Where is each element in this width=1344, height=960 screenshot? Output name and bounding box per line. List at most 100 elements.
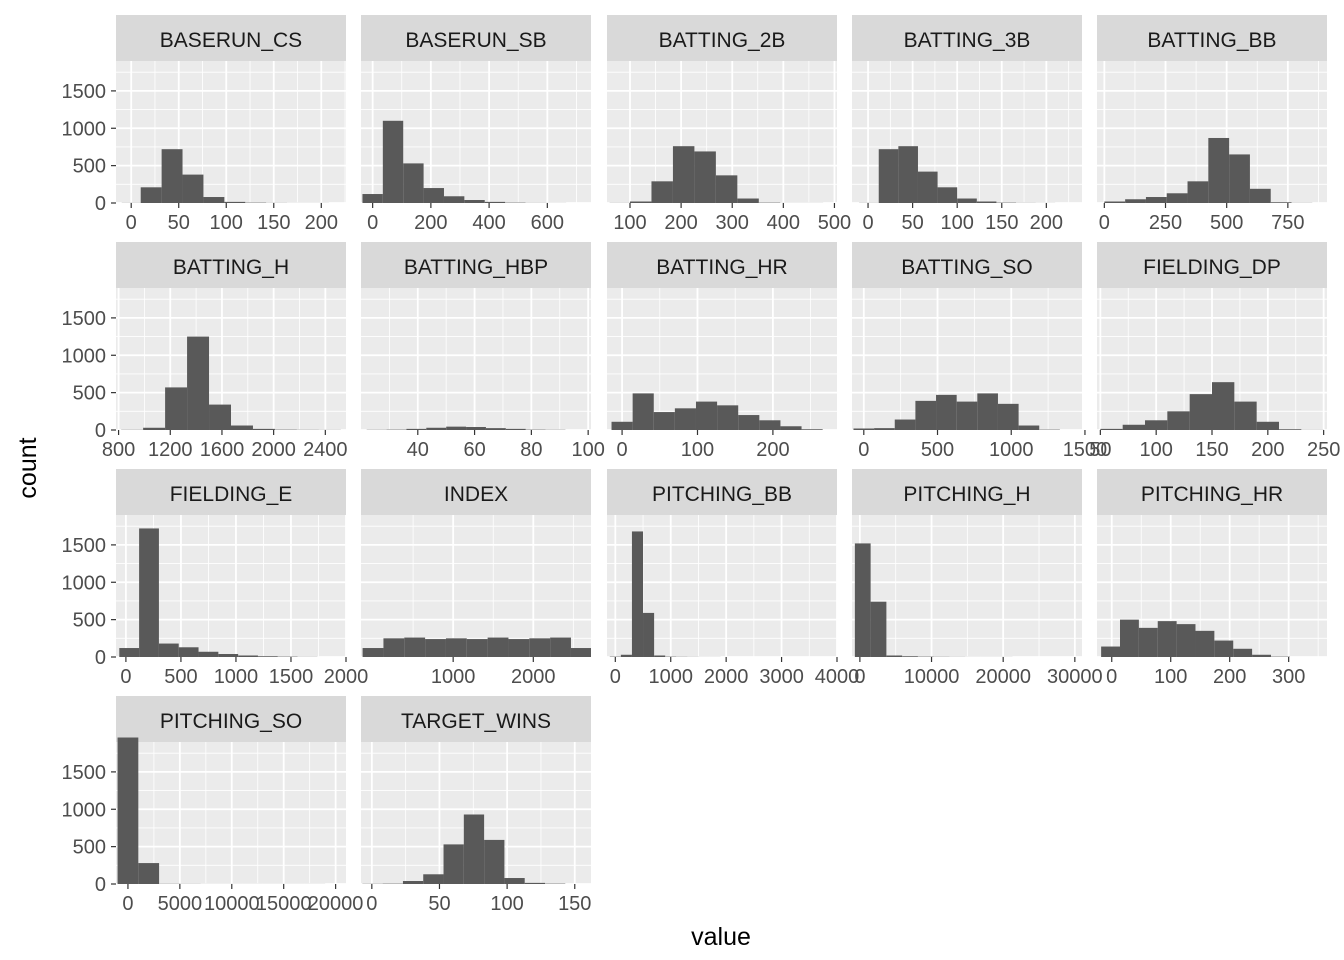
histogram-bar (1212, 382, 1235, 430)
histogram-bar (406, 428, 427, 430)
x-tick-label: 750 (1271, 212, 1304, 234)
histogram-bar (1145, 420, 1168, 430)
histogram-bar (674, 408, 696, 430)
histogram-bar (423, 874, 444, 884)
histogram-bar (466, 639, 488, 657)
histogram-bar (402, 881, 424, 884)
histogram-bar (178, 647, 199, 657)
x-tick-label: 1200 (148, 439, 193, 461)
x-axis-ticks: 0 100 200 (617, 430, 790, 461)
x-tick-label: 2000 (704, 666, 749, 688)
panel-background (361, 515, 591, 657)
y-tick-label: 0 (95, 874, 106, 896)
x-tick-label: 300 (716, 212, 749, 234)
histogram-bar (1208, 137, 1230, 203)
histogram-bar (717, 405, 739, 430)
facet-panel: BATTING_SO 0 500 1000 1500 (852, 242, 1107, 461)
x-axis-ticks: 800 1200 1600 2000 2400 (102, 430, 348, 461)
histogram-bar (117, 737, 139, 884)
histogram-bar (1252, 654, 1271, 657)
histogram-bar (443, 196, 465, 203)
histogram-bar (198, 651, 219, 657)
histogram-bar (1120, 619, 1139, 657)
x-tick-label: 15000 (256, 893, 312, 915)
histogram-bar (485, 428, 506, 430)
facet-strip (852, 469, 1082, 515)
facet-panel: BATTING_HR 0 100 200 (607, 242, 837, 461)
facet-strip (361, 469, 591, 515)
facet-strip-label: BASERUN_SB (405, 29, 546, 52)
facet-panel: PITCHING_BB 0 1000 2000 3000 4000 (607, 469, 859, 688)
histogram-bar (1234, 401, 1257, 430)
x-axis-ticks: 0 250 500 750 (1099, 203, 1305, 234)
x-axis-ticks: 0 500 1000 1500 (858, 430, 1107, 461)
x-tick-label: 0 (854, 666, 865, 688)
y-tick-label: 1000 (62, 345, 107, 367)
histogram-bar (161, 149, 183, 203)
x-tick-label: 0 (122, 893, 133, 915)
facet-strip (1097, 242, 1327, 288)
facet-panel: PITCHING_H 0 10000 20000 30000 (852, 469, 1103, 688)
histogram-bar (550, 637, 571, 657)
x-tick-label: 500 (818, 212, 851, 234)
x-tick-label: 0 (366, 893, 377, 915)
histogram-bar (404, 637, 426, 657)
x-tick-label: 0 (1106, 666, 1117, 688)
histogram-bar (1195, 630, 1215, 657)
x-axis-ticks: 100 200 300 400 500 (613, 203, 851, 234)
x-tick-label: 200 (305, 212, 338, 234)
x-tick-label: 250 (1149, 212, 1182, 234)
facet-strip-label: BATTING_H (173, 256, 289, 279)
x-tick-label: 0 (858, 439, 869, 461)
histogram-bar (382, 120, 404, 203)
histogram-bar (570, 648, 591, 657)
x-axis-ticks: 0 200 400 600 (367, 203, 564, 234)
histogram-bar (1104, 201, 1126, 203)
x-tick-label: 200 (756, 439, 789, 461)
histogram-bars (117, 737, 326, 884)
histogram-bar (257, 656, 278, 657)
histogram-bar (252, 428, 275, 430)
histogram-bar (759, 420, 781, 430)
facet-strip (116, 15, 346, 61)
facet-strip (116, 469, 346, 515)
facet-strip-label: PITCHING_SO (160, 710, 302, 733)
histogram-bar (715, 175, 738, 203)
x-tick-label: 0 (1099, 212, 1110, 234)
y-tick-label: 1500 (62, 762, 107, 784)
histogram-bar (484, 839, 505, 884)
histogram-bar (854, 543, 871, 657)
histogram-bar (1101, 646, 1120, 657)
x-tick-label: 200 (414, 212, 447, 234)
x-tick-label: 3000 (759, 666, 804, 688)
histogram-bar (224, 201, 246, 203)
y-tick-label: 500 (73, 156, 106, 178)
histogram-bar (463, 814, 485, 884)
facet-panel: PITCHING_HR 0 100 200 300 (1097, 469, 1327, 688)
histogram-bar (898, 146, 918, 203)
x-axis-ticks: 0 1000 2000 3000 4000 (610, 657, 859, 688)
x-tick-label: 100 (1139, 439, 1172, 461)
histogram-bar (1018, 425, 1040, 430)
histogram-bar (524, 882, 545, 884)
histogram-bar (1256, 421, 1279, 430)
histogram-bar (487, 637, 509, 657)
y-tick-label: 1500 (62, 81, 107, 103)
histogram-bar (362, 648, 384, 657)
x-tick-label: 2000 (511, 666, 556, 688)
histogram-bars (609, 531, 721, 657)
histogram-bar (203, 197, 225, 203)
histogram-bar (209, 404, 231, 430)
x-axis-ticks: 0 50 100 150 (366, 884, 591, 915)
histogram-bar (997, 403, 1019, 430)
histogram-bar (737, 198, 759, 203)
facet-strip (1097, 469, 1327, 515)
histogram-bars (609, 146, 824, 203)
x-tick-label: 30000 (1047, 666, 1103, 688)
histogram-bar (976, 201, 997, 203)
x-axis-ticks: 1000 2000 (431, 657, 556, 688)
y-tick-label: 1000 (62, 118, 107, 140)
x-tick-label: 0 (367, 212, 378, 234)
histogram-bar (894, 419, 916, 430)
